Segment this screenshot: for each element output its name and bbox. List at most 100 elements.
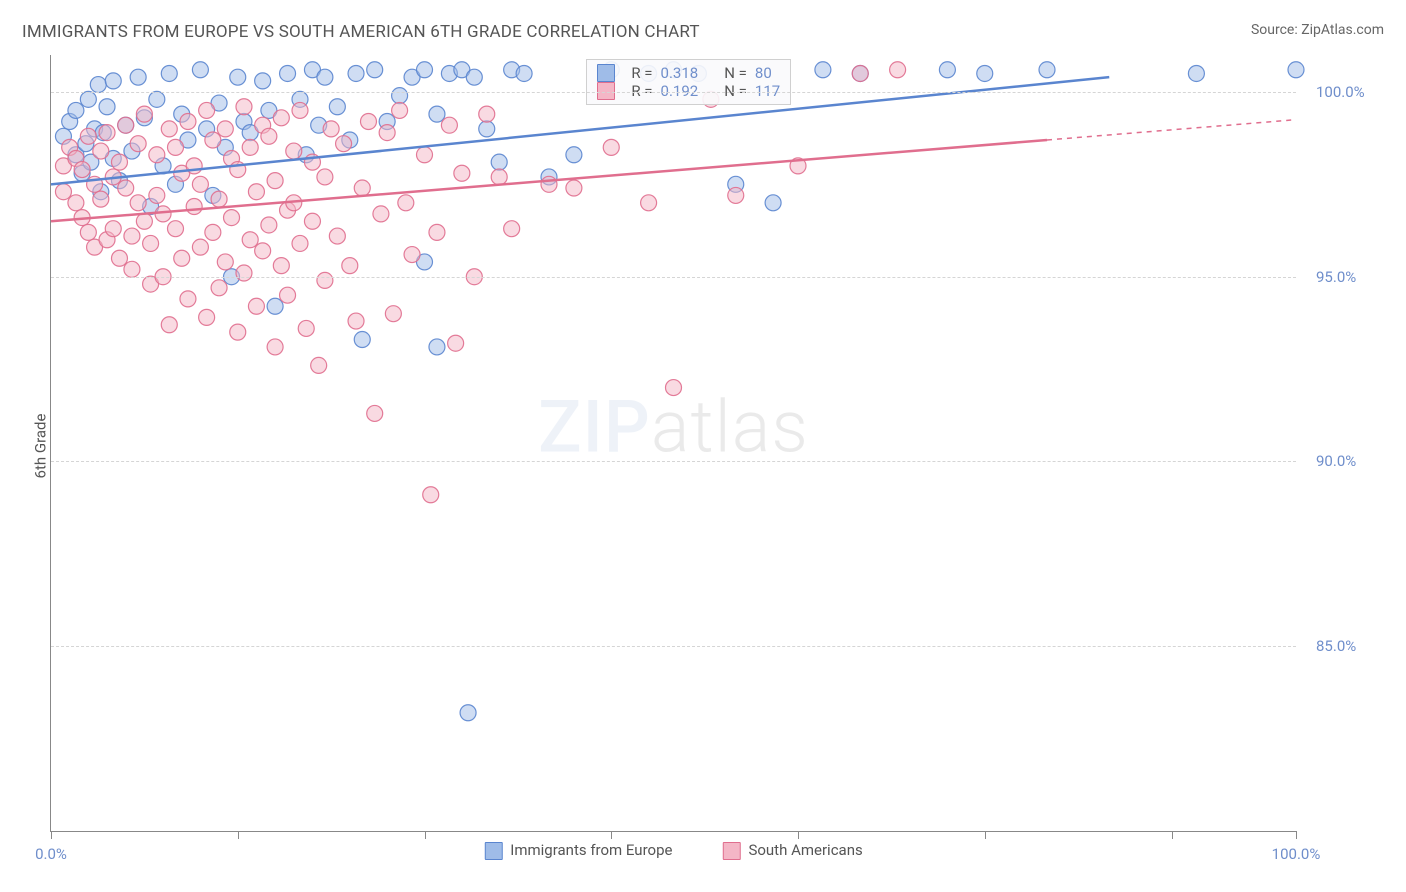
scatter-point [491,154,507,170]
scatter-point [205,224,221,240]
legend-item: Immigrants from Europe [484,841,672,860]
scatter-point [348,313,364,329]
scatter-point [504,221,520,237]
scatter-point [348,65,364,81]
x-tick [1296,831,1297,839]
scatter-point [180,291,196,307]
scatter-point [99,99,115,115]
scatter-point [460,705,476,721]
scatter-point [385,306,401,322]
scatter-point [280,65,296,81]
scatter-point [566,180,582,196]
scatter-point [161,121,177,137]
scatter-point [130,136,146,152]
r-label: R = [631,82,652,100]
scatter-point [242,232,258,248]
scatter-point [373,206,389,222]
scatter-point [136,213,152,229]
scatter-point [224,210,240,226]
scatter-point [261,217,277,233]
scatter-point [466,69,482,85]
scatter-point [392,88,408,104]
scatter-point [211,191,227,207]
x-tick [238,831,239,839]
scatter-point [149,147,165,163]
legend-label: South Americans [748,841,862,859]
scatter-point [93,191,109,207]
scatter-point [417,147,433,163]
scatter-point [404,247,420,263]
source-link[interactable]: ZipAtlas.com [1301,22,1384,38]
scatter-point [111,250,127,266]
scatter-point [815,62,831,78]
scatter-point [199,102,215,118]
scatter-point [199,309,215,325]
n-label: N = [724,82,747,100]
y-tick-label: 100.0% [1316,83,1365,101]
scatter-point [236,99,252,115]
scatter-point [267,173,283,189]
scatter-point [55,184,71,200]
chart-title: IMMIGRANTS FROM EUROPE VS SOUTH AMERICAN… [22,22,700,42]
scatter-point [230,324,246,340]
scatter-plot-area: ZIPatlas R =0.318N =80R =0.192N =117 Imm… [50,55,1296,832]
scatter-point [236,265,252,281]
scatter-point [429,106,445,122]
scatter-point [292,235,308,251]
r-value: 0.192 [661,82,699,100]
scatter-point [852,65,868,81]
scatter-point [1039,62,1055,78]
plot-svg [51,55,1296,831]
scatter-point [186,199,202,215]
correlation-stats-box: R =0.318N =80R =0.192N =117 [586,59,791,105]
scatter-point [977,65,993,81]
x-tick [798,831,799,839]
scatter-point [80,224,96,240]
scatter-point [168,221,184,237]
scatter-point [479,121,495,137]
legend-item: South Americans [722,841,862,860]
scatter-point [441,117,457,133]
scatter-point [211,280,227,296]
scatter-point [124,228,140,244]
scatter-point [423,487,439,503]
x-tick [1172,831,1173,839]
gridline-h [51,277,1296,278]
scatter-point [1288,62,1304,78]
scatter-point [111,154,127,170]
trend-line-extrapolated [1047,120,1296,140]
scatter-point [516,65,532,81]
scatter-point [205,132,221,148]
scatter-point [161,65,177,81]
scatter-point [248,184,264,200]
scatter-point [317,69,333,85]
scatter-point [317,169,333,185]
scatter-point [192,62,208,78]
scatter-point [255,73,271,89]
scatter-point [429,339,445,355]
scatter-point [765,195,781,211]
scatter-point [1188,65,1204,81]
scatter-point [180,114,196,130]
legend-swatch [484,842,502,860]
legend: Immigrants from Europe South Americans [484,841,862,860]
scatter-point [360,114,376,130]
scatter-point [298,320,314,336]
scatter-point [74,162,90,178]
scatter-point [99,125,115,141]
y-tick-label: 85.0% [1316,637,1356,655]
scatter-point [641,195,657,211]
gridline-h [51,461,1296,462]
stats-row: R =0.318N =80 [597,64,780,82]
scatter-point [354,332,370,348]
scatter-point [68,195,84,211]
scatter-point [666,380,682,396]
scatter-point [392,102,408,118]
scatter-point [273,110,289,126]
scatter-point [255,243,271,259]
stats-row: R =0.192N =117 [597,82,780,100]
scatter-point [491,169,507,185]
scatter-point [242,139,258,155]
scatter-point [217,121,233,137]
scatter-point [398,195,414,211]
